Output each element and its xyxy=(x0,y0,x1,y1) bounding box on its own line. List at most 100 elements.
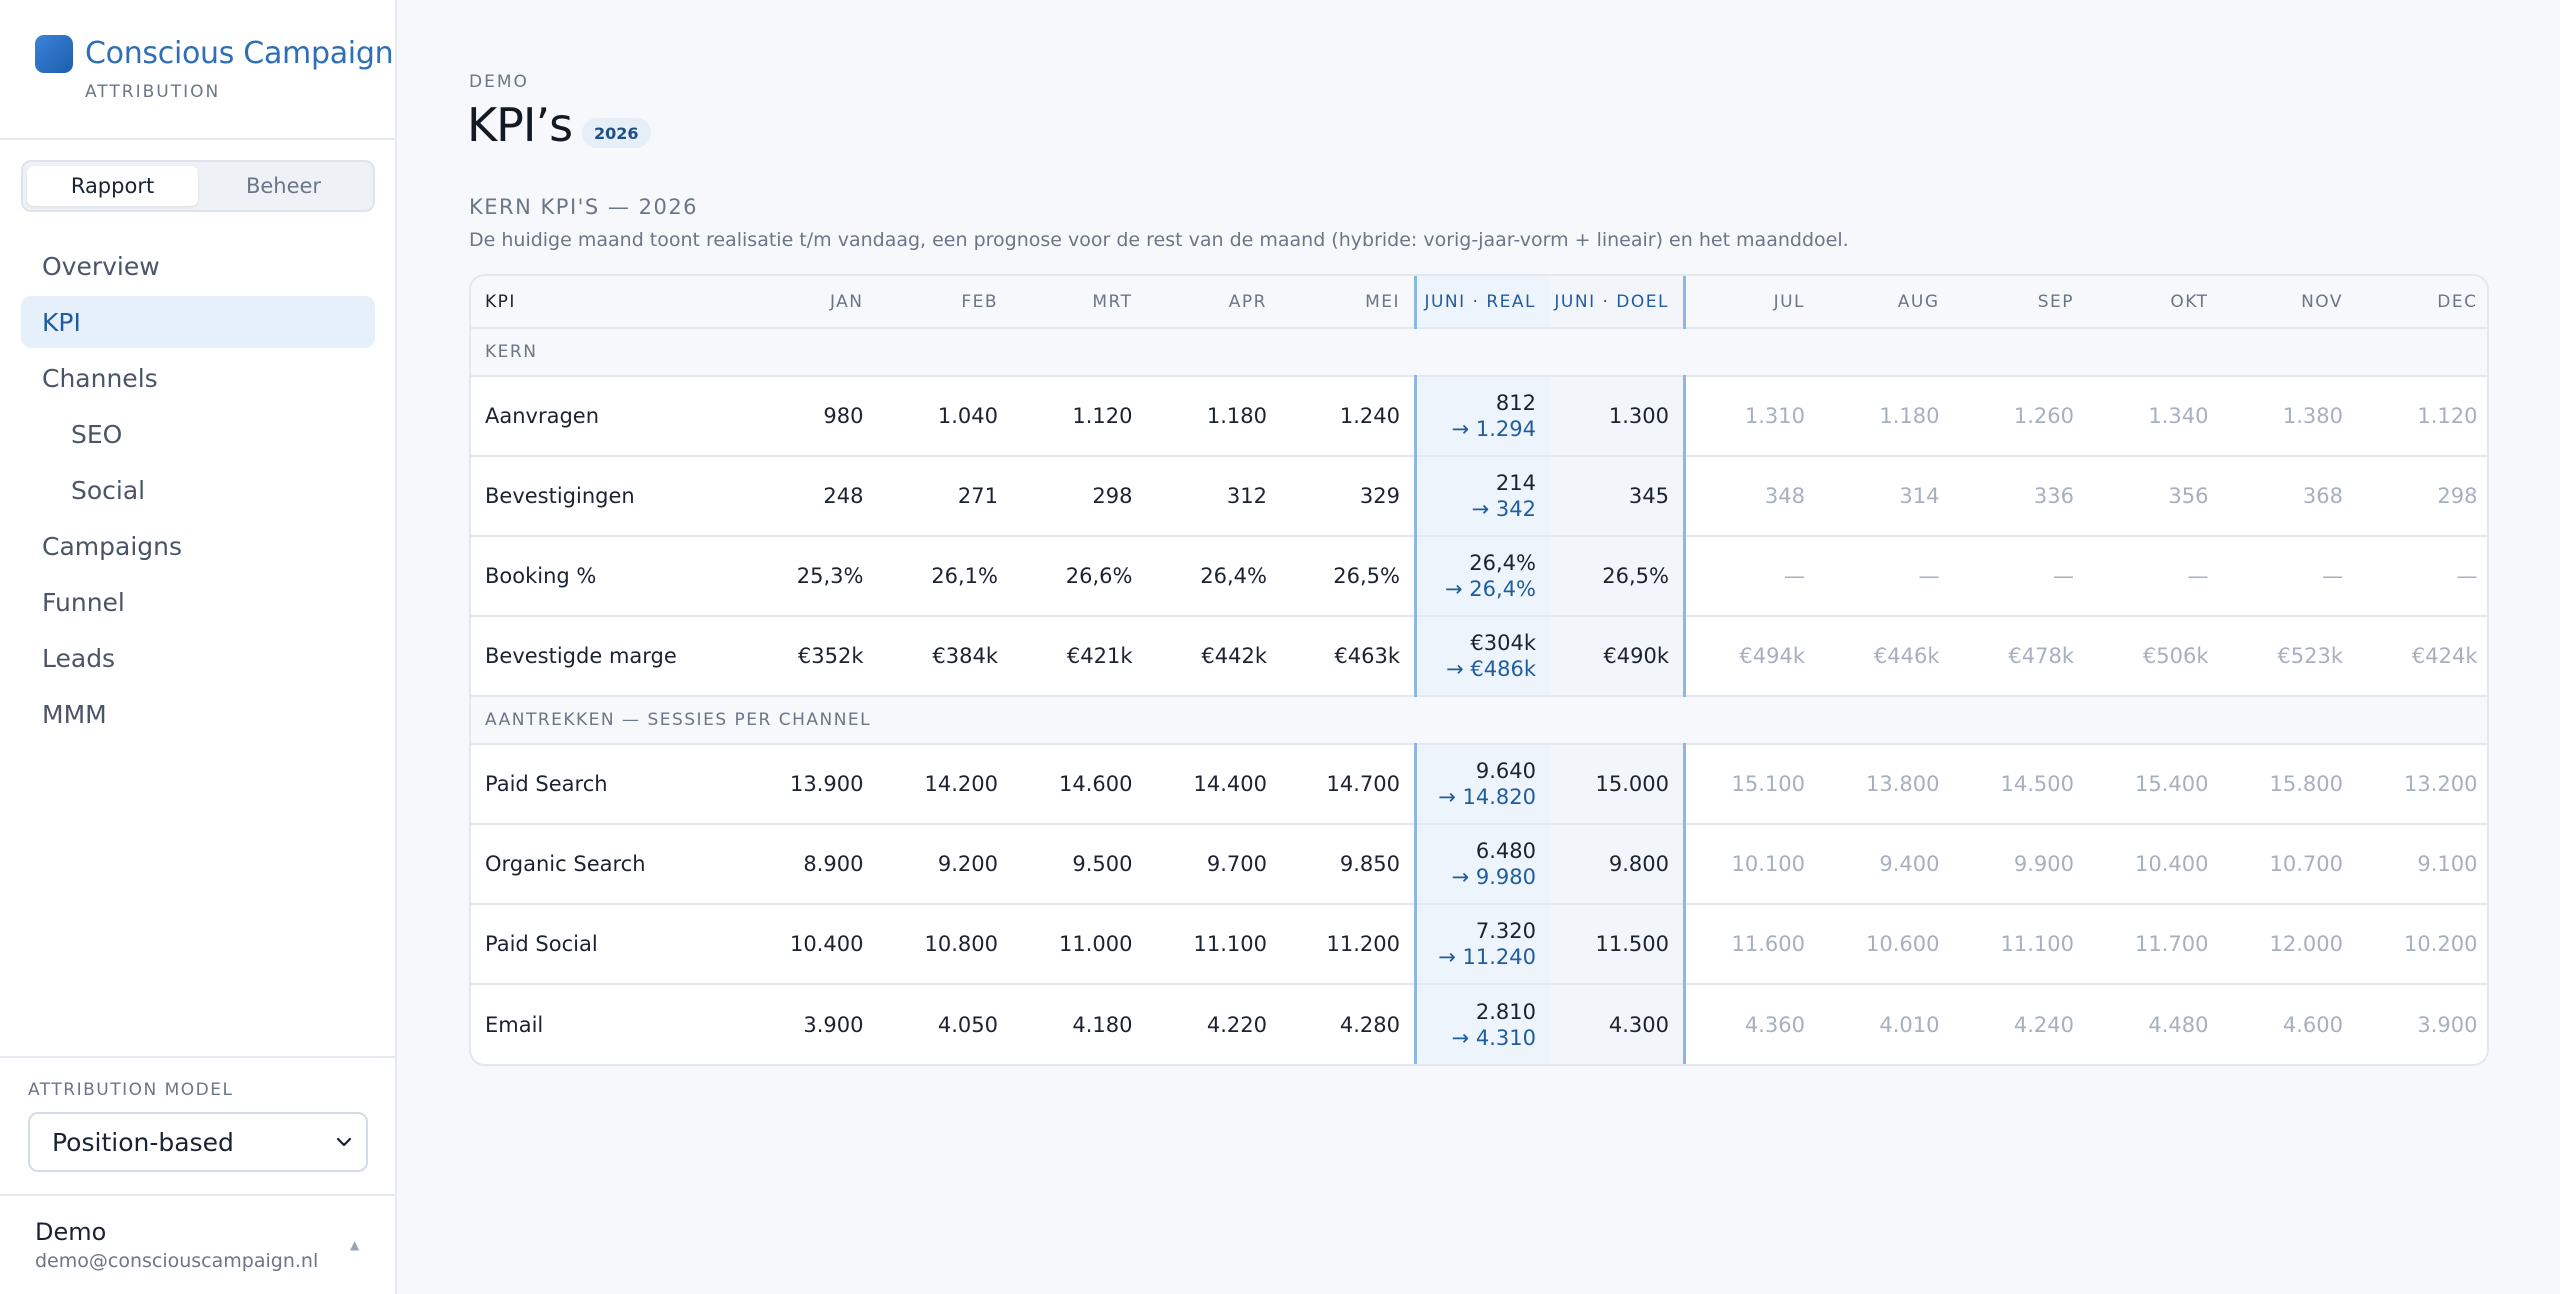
sidebar-item-overview[interactable]: Overview xyxy=(42,251,160,281)
column-header: JAN xyxy=(743,276,878,329)
future-month-cell: 314 xyxy=(1819,456,1954,537)
group-label: KERN xyxy=(471,328,2487,377)
past-month-cell: 298 xyxy=(1012,456,1147,537)
column-header: JUNI · REAL xyxy=(1414,276,1550,329)
past-month-cell: 14.700 xyxy=(1281,744,1416,825)
future-month-cell: 11.600 xyxy=(1684,904,1819,985)
forecast-value: → 26,4% xyxy=(1445,577,1536,601)
past-month-cell: 11.100 xyxy=(1146,904,1281,985)
past-month-cell: 9.850 xyxy=(1281,824,1416,905)
year-badge: 2026 xyxy=(582,118,651,148)
table-row: Paid Search 13.900 14.200 14.600 14.400 14.70… xyxy=(471,744,2487,825)
realised-value: 812 xyxy=(1495,391,1536,415)
current-month-real-cell: 214 → 342 xyxy=(1414,456,1550,537)
future-month-cell: €523k xyxy=(2222,616,2357,697)
table-group-row: AANTREKKEN — SESSIES PER CHANNEL xyxy=(471,696,2487,745)
table-row: Bevestigingen 248 271 298 312 329 214 → 342 345 3… xyxy=(471,456,2487,537)
realised-value: 7.320 xyxy=(1475,919,1536,943)
sidebar-item-kpi[interactable]: KPI xyxy=(21,296,375,348)
mode-beheer-button[interactable]: Beheer xyxy=(245,174,322,198)
past-month-cell: 4.180 xyxy=(1072,1012,1133,1037)
brand-name: Conscious Campaign xyxy=(85,36,394,71)
mode-rapport-button[interactable]: Rapport xyxy=(27,166,198,206)
past-month-cell: €384k xyxy=(877,616,1012,697)
past-month-cell: 3.900 xyxy=(803,1012,864,1037)
past-month-cell: 14.600 xyxy=(1012,744,1147,825)
kpi-name-cell: Aanvragen xyxy=(471,376,743,457)
future-month-cell: 1.120 xyxy=(2357,376,2487,457)
kpi-name-cell: Email xyxy=(485,1012,544,1037)
future-month-cell: 13.200 xyxy=(2357,744,2487,825)
kpi-name-cell: Paid Search xyxy=(471,744,743,825)
future-month-cell: €424k xyxy=(2357,616,2487,697)
future-month-cell: 10.400 xyxy=(2088,824,2223,905)
realised-value: €304k xyxy=(1470,631,1536,655)
sidebar: Conscious Campaign ATTRIBUTION Rapport B… xyxy=(0,0,397,1294)
past-month-cell: 9.200 xyxy=(877,824,1012,905)
kpi-name-cell: Paid Social xyxy=(471,904,743,985)
past-month-cell: 11.000 xyxy=(1012,904,1147,985)
column-header: APR xyxy=(1146,276,1281,329)
future-month-cell: 4.010 xyxy=(1879,1012,1940,1037)
attribution-model-select[interactable]: Position-based xyxy=(28,1112,368,1172)
user-name[interactable]: Demo xyxy=(35,1218,107,1246)
future-month-cell: €446k xyxy=(1819,616,1954,697)
past-month-cell: 248 xyxy=(743,456,878,537)
section-title: KERN KPI'S — 2026 xyxy=(469,195,699,219)
future-month-cell: 10.700 xyxy=(2222,824,2357,905)
past-month-cell: 10.400 xyxy=(743,904,878,985)
realised-value: 26,4% xyxy=(1469,551,1536,575)
user-menu-caret-icon[interactable]: ▲ xyxy=(350,1238,360,1252)
kpi-table-card: KPI JAN FEB MRT APR MEI JUNI · REAL JUNI · DOEL… xyxy=(469,274,2489,1066)
group-label: AANTREKKEN — SESSIES PER CHANNEL xyxy=(471,696,2487,745)
future-month-cell: 1.260 xyxy=(1953,376,2088,457)
past-month-cell: 25,3% xyxy=(743,536,878,617)
current-month-goal-cell: 26,5% xyxy=(1550,536,1686,617)
sidebar-item-funnel[interactable]: Funnel xyxy=(42,587,125,617)
user-email: demo@consciouscampaign.nl xyxy=(35,1250,319,1272)
future-month-cell: — xyxy=(1684,536,1819,617)
future-month-cell: — xyxy=(1953,536,2088,617)
past-month-cell: 26,1% xyxy=(877,536,1012,617)
future-month-cell: 356 xyxy=(2088,456,2223,537)
table-header-row: KPI JAN FEB MRT APR MEI JUNI · REAL JUNI · DOEL… xyxy=(471,276,2487,329)
future-month-cell: 1.380 xyxy=(2222,376,2357,457)
sidebar-item-social[interactable]: Social xyxy=(71,475,146,505)
future-month-cell: 1.340 xyxy=(2088,376,2223,457)
future-month-cell: 9.100 xyxy=(2357,824,2487,905)
sidebar-item-mmm[interactable]: MMM xyxy=(42,699,107,729)
future-month-cell: 4.360 xyxy=(1744,1012,1805,1037)
past-month-cell: 8.900 xyxy=(743,824,878,905)
sidebar-item-seo[interactable]: SEO xyxy=(71,419,123,449)
future-month-cell: 15.100 xyxy=(1684,744,1819,825)
current-month-real-cell: 2.810 → 4.310 xyxy=(1414,984,1550,1064)
page-title: KPI’s xyxy=(467,98,573,152)
sidebar-item-campaigns[interactable]: Campaigns xyxy=(42,531,183,561)
sidebar-nav: Overview KPI Channels SEO Social Campaig… xyxy=(21,240,375,744)
past-month-cell: 1.040 xyxy=(877,376,1012,457)
column-header: NOV xyxy=(2222,276,2357,329)
current-month-real-cell: 9.640 → 14.820 xyxy=(1414,744,1550,825)
realised-value: 9.640 xyxy=(1475,759,1536,783)
future-month-cell: 9.400 xyxy=(1819,824,1954,905)
table-row: Aanvragen 980 1.040 1.120 1.180 1.240 812 → 1.2… xyxy=(471,376,2487,457)
past-month-cell: 1.120 xyxy=(1012,376,1147,457)
past-month-cell: 14.400 xyxy=(1146,744,1281,825)
current-month-goal-cell: 1.300 xyxy=(1550,376,1686,457)
sidebar-item-leads[interactable]: Leads xyxy=(42,643,116,673)
divider xyxy=(0,1194,397,1196)
past-month-cell: 9.700 xyxy=(1146,824,1281,905)
column-header: MRT xyxy=(1012,276,1147,329)
past-month-cell: 13.900 xyxy=(743,744,878,825)
realised-value: 6.480 xyxy=(1475,839,1536,863)
current-month-goal-cell: 15.000 xyxy=(1550,744,1686,825)
sidebar-item-channels[interactable]: Channels xyxy=(42,363,158,393)
current-month-goal-cell: 345 xyxy=(1550,456,1686,537)
past-month-cell: 26,4% xyxy=(1146,536,1281,617)
forecast-value: → 1.294 xyxy=(1451,417,1536,441)
past-month-cell: 329 xyxy=(1281,456,1416,537)
forecast-value: → 4.310 xyxy=(1451,1025,1536,1050)
past-month-cell: €421k xyxy=(1012,616,1147,697)
current-month-goal-cell: 9.800 xyxy=(1550,824,1686,905)
future-month-cell: 15.400 xyxy=(2088,744,2223,825)
